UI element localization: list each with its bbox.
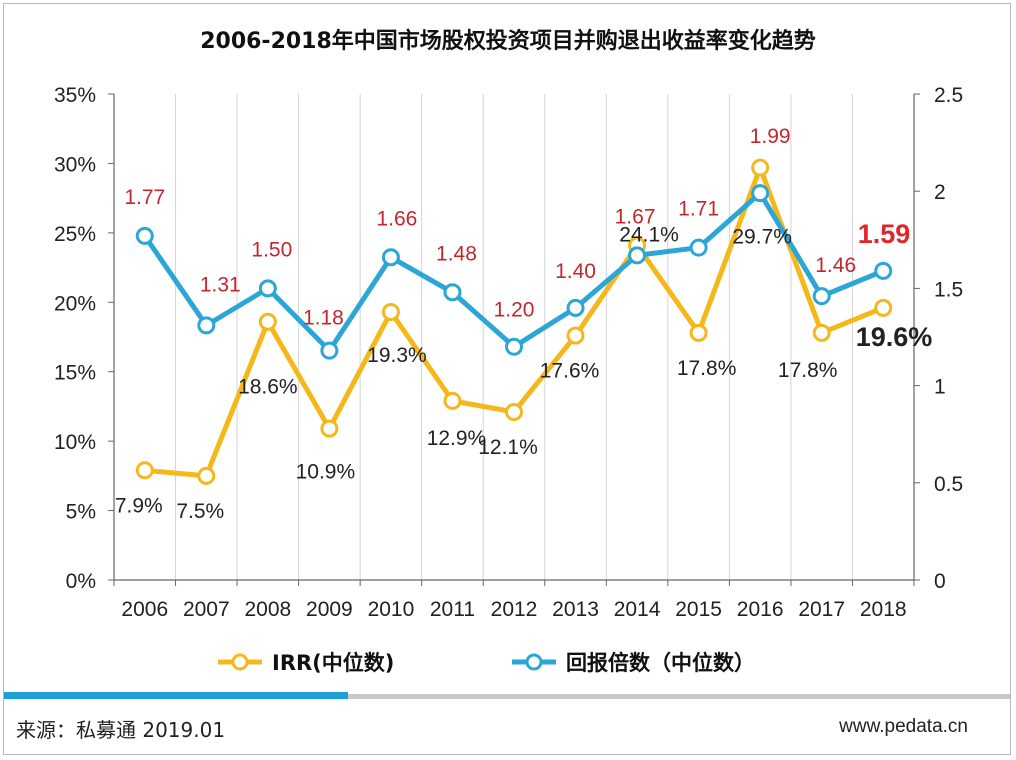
right-tick-label: 2 bbox=[934, 181, 946, 204]
multiple-point bbox=[258, 279, 277, 298]
multiple-data-label: 1.67 bbox=[615, 205, 656, 228]
x-tick-label: 2007 bbox=[183, 598, 230, 621]
multiple-point bbox=[874, 261, 893, 280]
footer-site: www.pedata.cn bbox=[839, 716, 968, 737]
multiple-data-label: 1.20 bbox=[494, 299, 535, 322]
x-tick-label: 2010 bbox=[368, 598, 415, 621]
multiple-data-label: 1.18 bbox=[303, 307, 344, 330]
multiple-point bbox=[566, 298, 585, 317]
irr-point bbox=[443, 391, 462, 410]
irr-point bbox=[197, 466, 216, 485]
irr-data-label: 10.9% bbox=[296, 461, 356, 484]
multiple-data-label: 1.66 bbox=[376, 207, 417, 230]
multiple-data-label: 1.46 bbox=[815, 254, 856, 277]
irr-data-label: 7.9% bbox=[115, 494, 163, 517]
irr-point bbox=[258, 312, 277, 331]
multiple-point bbox=[689, 238, 708, 257]
footer-bar-blue bbox=[4, 692, 348, 699]
series-multiple bbox=[135, 184, 893, 360]
chart-title: 2006-2018年中国市场股权投资项目并购退出收益率变化趋势 bbox=[200, 28, 816, 54]
right-tick-label: 1 bbox=[934, 376, 946, 399]
irr-data-label: 17.8% bbox=[778, 359, 838, 382]
irr-point bbox=[874, 298, 893, 317]
irr-data-label: 12.1% bbox=[478, 436, 538, 459]
irr-point bbox=[812, 323, 831, 342]
left-tick-label: 25% bbox=[54, 223, 96, 246]
legend-multiple-marker bbox=[525, 653, 543, 671]
irr-point bbox=[689, 323, 708, 342]
multiple-line bbox=[142, 190, 885, 354]
irr-data-label: 19.3% bbox=[367, 344, 427, 367]
irr-data-label: 19.6% bbox=[856, 322, 933, 352]
irr-point bbox=[381, 303, 400, 322]
left-axis-ticks: 0% 5% 10% 15% 20% 25% 30% 35% bbox=[54, 84, 114, 593]
left-tick-label: 30% bbox=[54, 153, 96, 176]
x-tick-label: 2017 bbox=[798, 598, 845, 621]
irr-data-label: 17.6% bbox=[540, 360, 600, 383]
multiple-data-label: 1.99 bbox=[750, 125, 791, 148]
left-tick-label: 10% bbox=[54, 431, 96, 454]
series-irr bbox=[135, 158, 893, 485]
multiple-point bbox=[812, 287, 831, 306]
x-tick-label: 2006 bbox=[121, 598, 168, 621]
data-labels: 7.9% 7.5% 18.6% 10.9% 19.3% 12.9%12.1% 17.6% 24… bbox=[115, 125, 932, 523]
irr-data-label: 17.8% bbox=[677, 357, 737, 380]
left-tick-label: 5% bbox=[66, 501, 96, 524]
right-tick-label: 1.5 bbox=[934, 278, 963, 301]
chart-frame bbox=[3, 3, 1011, 755]
x-tick-label: 2009 bbox=[306, 598, 353, 621]
irr-data-label: 24.1% bbox=[619, 223, 679, 246]
right-tick-label: 2.5 bbox=[934, 84, 963, 107]
irr-point bbox=[505, 402, 523, 421]
legend-multiple-label: 回报倍数（中位数） bbox=[566, 651, 755, 675]
left-tick-label: 20% bbox=[54, 292, 96, 315]
right-axis-ticks: 0 0.5 1 1.5 2 2.5 bbox=[914, 84, 963, 593]
irr-point bbox=[566, 326, 585, 345]
x-tick-label: 2012 bbox=[491, 598, 538, 621]
x-tick-label: 2008 bbox=[244, 598, 291, 621]
irr-data-label: 18.6% bbox=[238, 376, 298, 399]
multiple-data-label: 1.59 bbox=[858, 219, 911, 249]
x-tick-label: 2013 bbox=[552, 598, 599, 621]
right-tick-label: 0.5 bbox=[934, 473, 963, 496]
multiple-point bbox=[443, 283, 462, 302]
x-tick-label: 2018 bbox=[860, 598, 907, 621]
irr-data-label: 7.5% bbox=[176, 500, 224, 523]
x-tick-label: 2011 bbox=[430, 598, 475, 621]
multiple-point bbox=[135, 226, 154, 245]
left-tick-label: 15% bbox=[54, 362, 96, 385]
multiple-point bbox=[628, 246, 647, 265]
x-tick-label: 2016 bbox=[737, 598, 784, 621]
multiple-data-label: 1.50 bbox=[251, 238, 292, 261]
multiple-point bbox=[197, 316, 216, 335]
footer-bar-grey bbox=[348, 694, 1010, 699]
irr-point bbox=[751, 158, 770, 177]
right-tick-label: 0 bbox=[934, 570, 946, 593]
x-tick-label: 2015 bbox=[675, 598, 722, 621]
multiple-point bbox=[505, 337, 523, 356]
legend: IRR(中位数) 回报倍数（中位数） bbox=[218, 651, 755, 675]
irr-point bbox=[135, 461, 154, 480]
multiple-data-label: 1.48 bbox=[436, 242, 477, 265]
x-axis-ticks: 2006 2007 2008 2009 2010 2011 2012 2013 2014 2015… bbox=[113, 580, 915, 621]
axes bbox=[113, 94, 915, 581]
irr-data-label: 12.9% bbox=[427, 427, 487, 450]
multiple-data-label: 1.77 bbox=[124, 186, 165, 209]
multiple-point bbox=[320, 341, 339, 360]
multiple-point bbox=[381, 248, 400, 267]
x-tick-label: 2014 bbox=[614, 598, 661, 621]
multiple-data-label: 1.71 bbox=[678, 198, 719, 221]
irr-point bbox=[320, 419, 339, 438]
left-tick-label: 35% bbox=[54, 84, 96, 107]
irr-data-label: 29.7% bbox=[732, 226, 792, 249]
left-tick-label: 0% bbox=[66, 570, 96, 593]
gridlines bbox=[175, 94, 853, 580]
multiple-data-label: 1.40 bbox=[555, 260, 596, 283]
legend-irr-label: IRR(中位数) bbox=[272, 651, 394, 675]
multiple-data-label: 1.31 bbox=[200, 273, 241, 296]
multiple-point bbox=[751, 184, 770, 203]
footer-source: 来源：私募通 2019.01 bbox=[16, 718, 226, 742]
legend-irr-marker bbox=[231, 653, 249, 671]
